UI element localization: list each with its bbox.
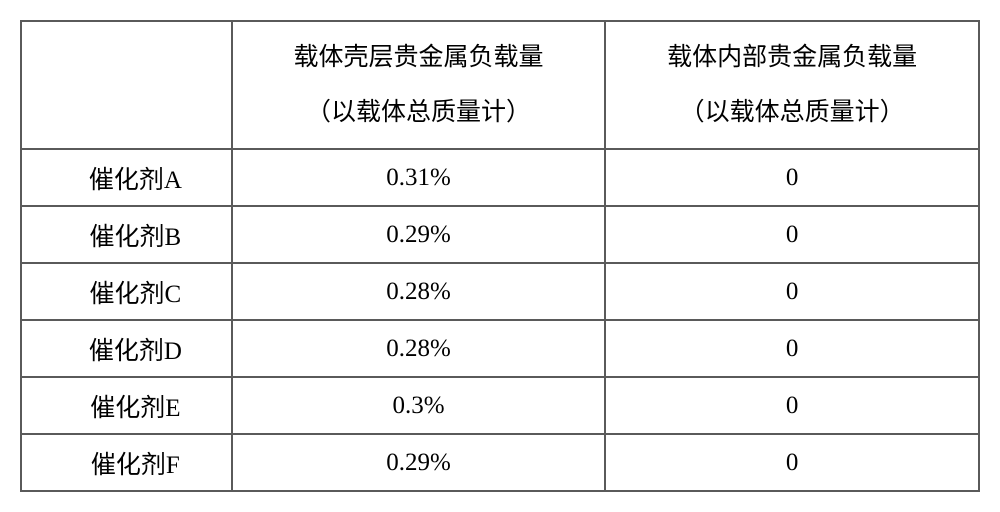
row-shell-value: 0.28% — [232, 263, 606, 320]
catalyst-table-container: 载体壳层贵金属负载量 （以载体总质量计） 载体内部贵金属负载量 （以载体总质量计… — [20, 20, 980, 492]
row-label: 催化剂E — [21, 377, 232, 434]
row-inner-value: 0 — [605, 320, 979, 377]
table-row: 催化剂F 0.29% 0 — [21, 434, 979, 491]
header-shell-line1: 载体壳层贵金属负载量 — [237, 30, 601, 85]
row-label: 催化剂B — [21, 206, 232, 263]
row-inner-value: 0 — [605, 434, 979, 491]
header-row: 载体壳层贵金属负载量 （以载体总质量计） 载体内部贵金属负载量 （以载体总质量计… — [21, 21, 979, 149]
header-shell-line2: （以载体总质量计） — [237, 85, 601, 140]
row-shell-value: 0.31% — [232, 149, 606, 206]
row-shell-value: 0.29% — [232, 434, 606, 491]
row-label: 催化剂F — [21, 434, 232, 491]
table-row: 催化剂E 0.3% 0 — [21, 377, 979, 434]
header-shell-loading: 载体壳层贵金属负载量 （以载体总质量计） — [232, 21, 606, 149]
row-inner-value: 0 — [605, 377, 979, 434]
table-row: 催化剂A 0.31% 0 — [21, 149, 979, 206]
table-header: 载体壳层贵金属负载量 （以载体总质量计） 载体内部贵金属负载量 （以载体总质量计… — [21, 21, 979, 149]
table-row: 催化剂D 0.28% 0 — [21, 320, 979, 377]
table-body: 催化剂A 0.31% 0 催化剂B 0.29% 0 催化剂C 0.28% 0 催… — [21, 149, 979, 491]
row-inner-value: 0 — [605, 263, 979, 320]
table-row: 催化剂B 0.29% 0 — [21, 206, 979, 263]
row-label: 催化剂C — [21, 263, 232, 320]
row-shell-value: 0.28% — [232, 320, 606, 377]
row-inner-value: 0 — [605, 149, 979, 206]
header-empty — [21, 21, 232, 149]
row-label: 催化剂A — [21, 149, 232, 206]
catalyst-table: 载体壳层贵金属负载量 （以载体总质量计） 载体内部贵金属负载量 （以载体总质量计… — [20, 20, 980, 492]
header-inner-line2: （以载体总质量计） — [610, 85, 974, 140]
row-inner-value: 0 — [605, 206, 979, 263]
row-shell-value: 0.29% — [232, 206, 606, 263]
row-label: 催化剂D — [21, 320, 232, 377]
table-row: 催化剂C 0.28% 0 — [21, 263, 979, 320]
header-inner-line1: 载体内部贵金属负载量 — [610, 30, 974, 85]
row-shell-value: 0.3% — [232, 377, 606, 434]
header-inner-loading: 载体内部贵金属负载量 （以载体总质量计） — [605, 21, 979, 149]
